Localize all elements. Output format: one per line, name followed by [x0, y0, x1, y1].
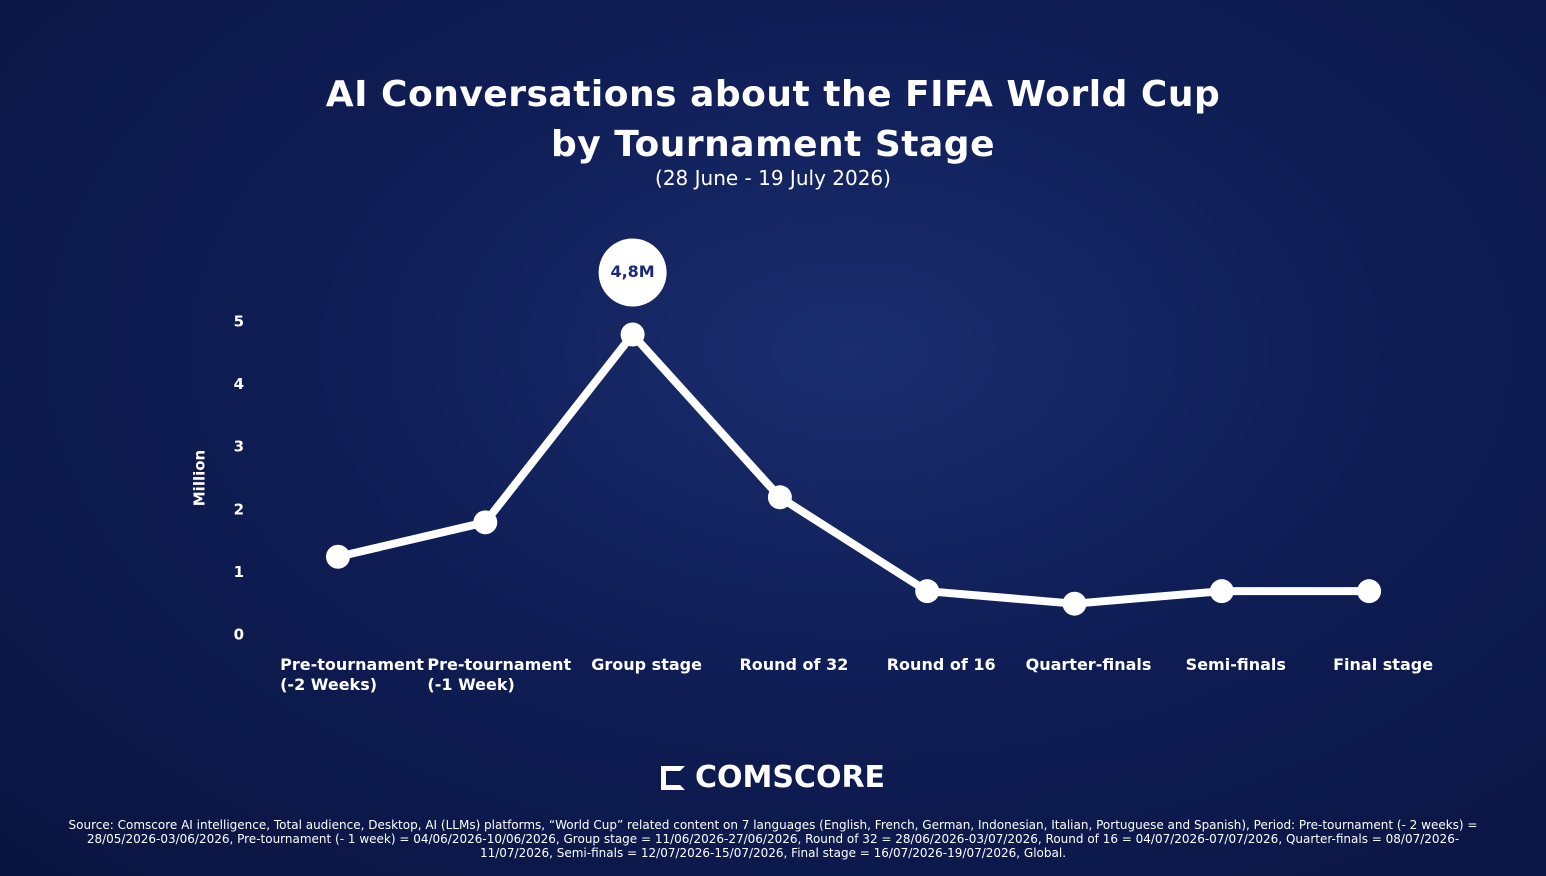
x-tick-label: Quarter-finals [1025, 655, 1152, 674]
y-tick-label: 1 [234, 563, 244, 581]
x-tick-label: Round of 32 [739, 655, 849, 674]
point [767, 485, 792, 510]
point [1357, 579, 1382, 604]
x-tick-label: Group stage [591, 655, 702, 674]
x-tick-label: Pre-tournament (-1 Week) [427, 655, 572, 694]
point [473, 510, 498, 535]
source-note: Source: Comscore AI intelligence, Total … [68, 818, 1478, 860]
point [1209, 579, 1234, 604]
logo-icon [660, 766, 685, 790]
line [337, 330, 1370, 608]
chart-title: AI Conversations about the FIFA World Cu… [325, 74, 1221, 165]
x-tick-label: Final stage [1333, 655, 1434, 674]
y-tick-label: 4 [234, 375, 244, 393]
logo: COMSCORE [0, 760, 1546, 795]
y-axis-label: Million [191, 450, 209, 506]
x-tick-label: Pre-tournament (-2 Weeks) [280, 655, 424, 694]
chart-subtitle: (28 June - 19 July 2026) [655, 166, 891, 190]
y-tick-label: 5 [234, 313, 244, 331]
value-label: 4,8M [610, 262, 654, 281]
y-tick-label: 3 [234, 438, 244, 456]
point [915, 579, 940, 604]
y-tick-label: 0 [234, 626, 244, 644]
x-tick-label: Round of 16 [886, 655, 996, 674]
point [1062, 591, 1087, 616]
point [326, 544, 350, 569]
value-label-bubble [598, 238, 667, 307]
point [620, 322, 645, 347]
x-tick-label: Semi-finals [1185, 655, 1286, 674]
logo-text: COMSCORE [694, 760, 886, 795]
y-tick-label: 2 [234, 500, 244, 518]
